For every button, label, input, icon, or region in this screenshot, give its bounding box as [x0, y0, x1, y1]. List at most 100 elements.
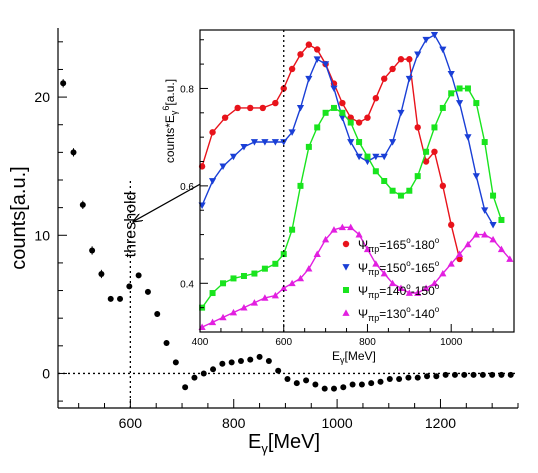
series-marker [388, 279, 397, 287]
series-marker [414, 173, 421, 180]
data-point [340, 384, 347, 391]
point-marker [60, 80, 67, 87]
point-marker [265, 358, 272, 365]
data-point [386, 375, 393, 382]
series-marker [322, 109, 329, 116]
series-marker [430, 31, 439, 39]
data-point [470, 371, 477, 378]
point-marker [368, 380, 375, 387]
series-marker [219, 163, 227, 170]
series-marker [423, 148, 430, 155]
legend-entry: Ψπp=130o-140o [342, 305, 440, 323]
data-point [396, 375, 403, 382]
series-marker [355, 153, 363, 161]
point-marker [498, 371, 505, 378]
series-marker [490, 192, 497, 199]
series-marker [473, 100, 480, 107]
series-marker [342, 264, 350, 271]
point-marker [98, 270, 105, 277]
series-marker [472, 230, 480, 238]
legend-entry: Ψπp=140o-150o [343, 282, 440, 300]
point-marker [256, 353, 263, 360]
main-axes: 600 800 1000 1200 0 10 20 [34, 28, 519, 431]
series-marker [314, 46, 321, 53]
series-marker [208, 178, 217, 185]
series-marker [389, 65, 396, 73]
series-line [201, 33, 494, 226]
series-marker [240, 304, 248, 311]
series-marker [250, 139, 259, 146]
main-data-points [60, 79, 514, 392]
data-point [79, 200, 86, 210]
series-marker [431, 148, 438, 155]
series-marker [397, 284, 405, 292]
point-marker [117, 295, 124, 302]
series-marker [322, 61, 330, 68]
series-marker [280, 85, 287, 92]
series-marker [339, 109, 346, 116]
point-marker [219, 360, 226, 367]
data-point [126, 283, 133, 290]
data-point [321, 385, 328, 392]
inset-axes: 400 600 800 1000 0.4 0.6 0.8 [180, 39, 515, 348]
series-marker [342, 240, 350, 248]
inset-series [199, 85, 505, 311]
point-marker [275, 367, 282, 374]
series-marker [330, 104, 337, 111]
data-point [377, 378, 384, 385]
legend-label: Ψπp=165o-180o [358, 236, 440, 254]
series-marker [288, 129, 296, 136]
inset-y-tick-label: 0.6 [180, 182, 194, 193]
series-marker [271, 139, 279, 146]
inset-y-axis-label-sub: γ [169, 110, 179, 115]
series-marker [455, 100, 464, 107]
data-point [479, 371, 486, 378]
series-marker [388, 139, 397, 146]
inset-y-axis-label-unit: [a.u.] [163, 79, 177, 106]
series-marker [261, 139, 269, 146]
series-marker [280, 139, 288, 146]
data-point [284, 375, 291, 382]
series-marker [380, 153, 388, 161]
series-marker [305, 143, 312, 150]
legend-label: Ψπp=150o-165o [358, 259, 440, 277]
main-x-axis-label-main: E [248, 431, 261, 453]
series-marker [414, 289, 422, 296]
data-point [144, 288, 151, 295]
inset-series [198, 41, 463, 263]
series-marker [456, 255, 463, 263]
data-point [275, 367, 282, 374]
data-point [60, 79, 67, 88]
data-point [507, 371, 514, 378]
series-marker [439, 269, 447, 277]
data-point [405, 374, 412, 381]
series-marker [234, 104, 241, 112]
series-marker [464, 134, 472, 141]
series-marker [297, 182, 304, 189]
series-marker [489, 221, 497, 229]
point-marker [312, 381, 319, 388]
series-marker [261, 294, 269, 301]
series-marker [489, 235, 497, 243]
point-marker [507, 371, 514, 378]
inset-x-tick-label: 800 [359, 337, 376, 348]
data-point [163, 340, 170, 347]
main-x-axis-label: Eγ[MeV] [248, 431, 320, 456]
series-marker [347, 223, 355, 231]
series-marker [455, 250, 464, 257]
series-marker [506, 255, 514, 262]
series-marker [372, 260, 380, 267]
series-marker [364, 153, 371, 160]
series-marker [250, 299, 259, 306]
data-point [461, 371, 468, 378]
series-marker [405, 289, 413, 296]
series-marker [439, 182, 447, 190]
data-point [489, 371, 496, 378]
series-marker [448, 90, 455, 97]
data-point [117, 295, 124, 302]
series-marker [280, 251, 287, 258]
series-marker [330, 85, 338, 93]
inset-x-tick-label: 400 [192, 337, 209, 348]
point-marker [377, 378, 384, 385]
